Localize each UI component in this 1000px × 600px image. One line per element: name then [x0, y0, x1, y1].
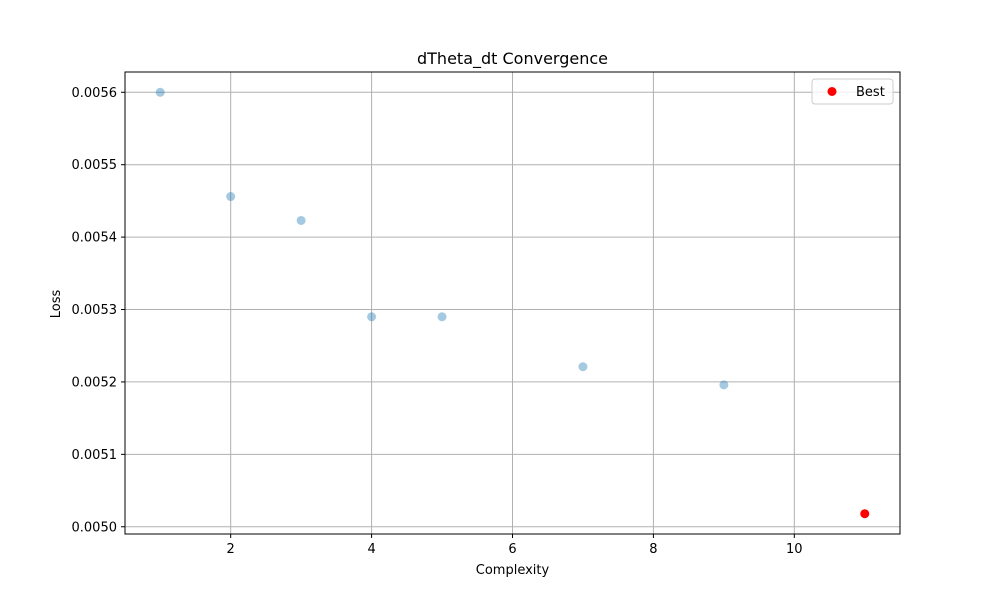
- data-point: [226, 192, 236, 202]
- legend: Best: [811, 78, 894, 105]
- legend-marker-best: [827, 87, 837, 96]
- y-tick-label: 0.0054: [72, 231, 118, 246]
- data-point: [367, 312, 377, 322]
- x-axis-ticks: 2 4 6 8 10: [227, 534, 803, 557]
- x-tick-label: 6: [508, 542, 516, 557]
- y-axis-label: Loss: [49, 290, 64, 319]
- x-tick-label: 8: [649, 542, 657, 557]
- y-tick-label: 0.0056: [72, 86, 118, 101]
- data-point: [437, 312, 447, 322]
- chart-title: dTheta_dt Convergence: [417, 49, 608, 69]
- y-axis-ticks: 0.0050 0.0051 0.0052 0.0053 0.0054 0.0055 0.00…: [72, 86, 125, 535]
- data-point: [719, 380, 729, 390]
- x-tick-label: 2: [227, 542, 235, 557]
- y-tick-label: 0.0052: [72, 375, 118, 390]
- y-tick-label: 0.0055: [72, 158, 118, 173]
- x-tick-label: 4: [367, 542, 375, 557]
- data-points: [155, 87, 870, 519]
- x-tick-label: 10: [786, 542, 803, 557]
- data-point: [155, 87, 165, 97]
- legend-label-best: Best: [856, 85, 885, 100]
- legend-box: [811, 78, 894, 105]
- grid-lines: [125, 72, 900, 534]
- data-point: [296, 215, 306, 225]
- data-point: [578, 362, 588, 372]
- y-tick-label: 0.0051: [72, 448, 118, 463]
- y-tick-label: 0.0050: [72, 520, 118, 535]
- x-axis-label: Complexity: [476, 563, 550, 578]
- best-point: [860, 509, 870, 519]
- y-tick-label: 0.0053: [72, 303, 118, 318]
